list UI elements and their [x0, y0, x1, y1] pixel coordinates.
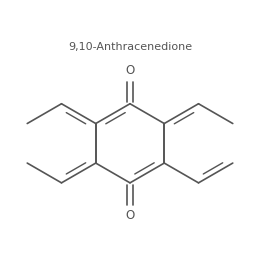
- Text: O: O: [125, 64, 135, 77]
- Text: O: O: [125, 209, 135, 222]
- Text: 9,10-Anthracenedione: 9,10-Anthracenedione: [68, 42, 192, 52]
